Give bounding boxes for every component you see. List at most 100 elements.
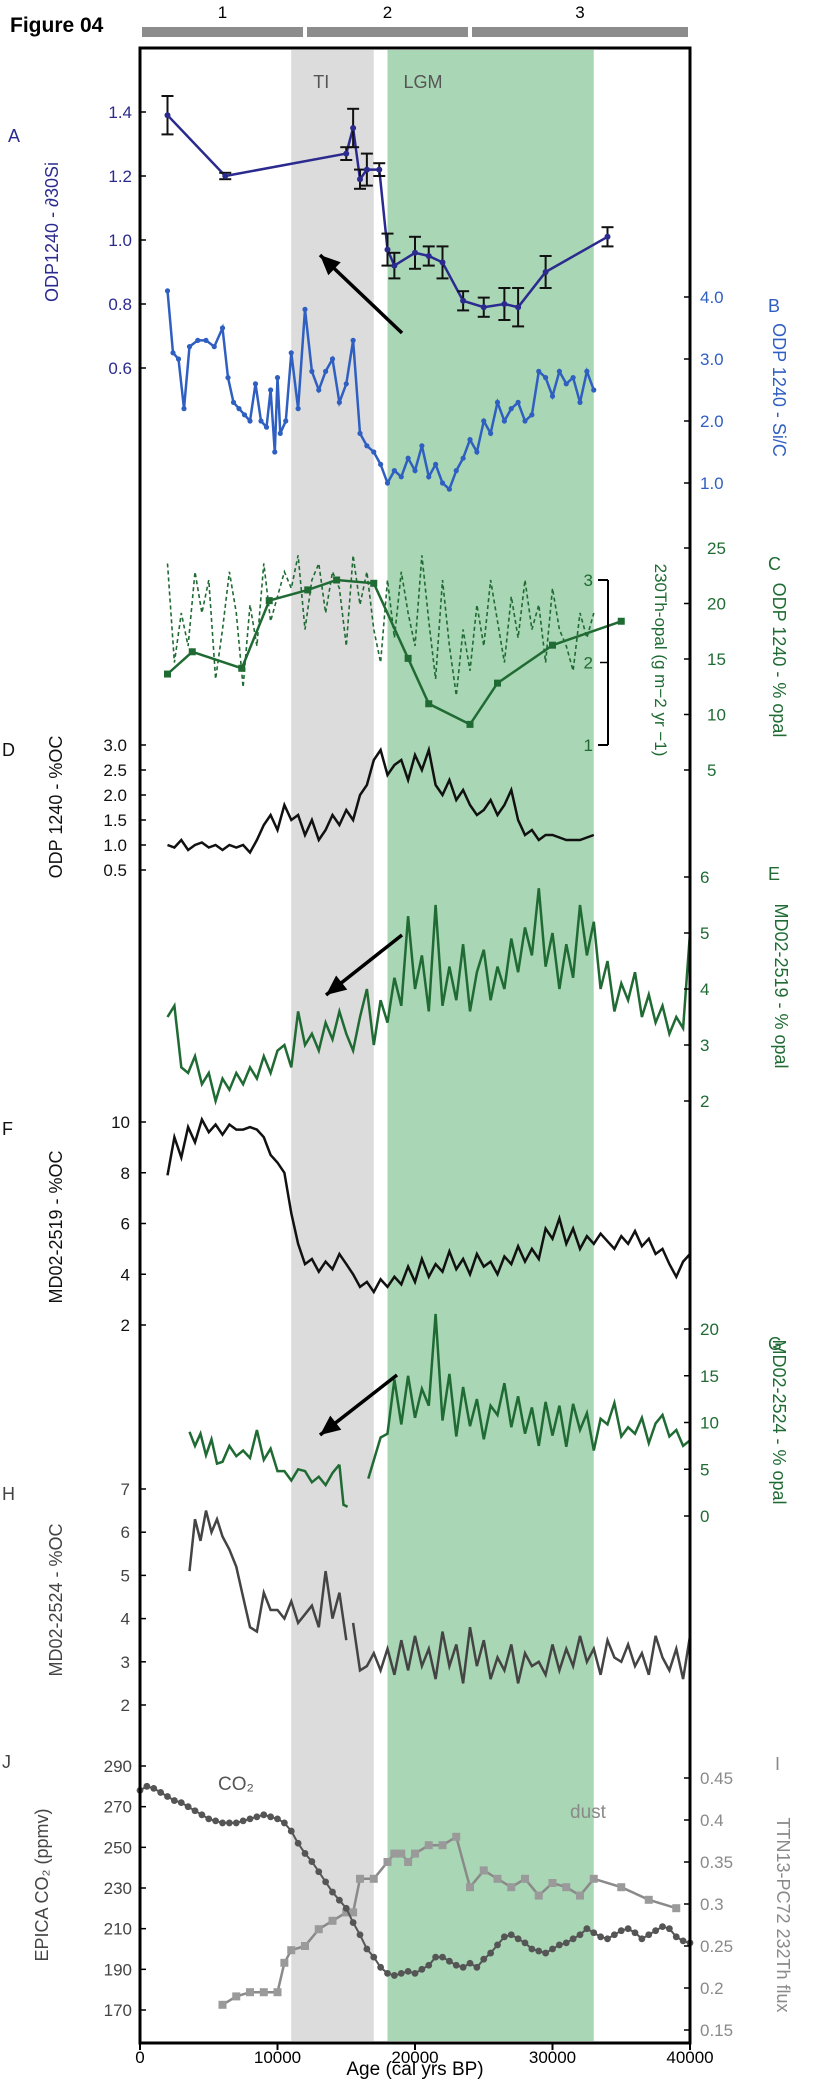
y-tick-label-B-3.0: 3.0: [700, 350, 724, 369]
data-point-co2-38: [397, 1970, 405, 1977]
y-tick-label-J-right-0.45: 0.45: [700, 1769, 733, 1788]
data-point-B-53: [501, 418, 507, 424]
data-point-co2-13: [225, 1819, 233, 1827]
y-tick-label-H-2: 2: [121, 1696, 130, 1715]
data-point-co2-54: [507, 1931, 515, 1939]
data-point-co2-11: [212, 1817, 220, 1825]
data-point-B-43: [433, 461, 439, 467]
annotation-dust: dust: [570, 1802, 607, 1823]
data-point-B-49: [474, 449, 480, 455]
data-point-dust-19: [424, 1841, 433, 1850]
data-point-B-38: [398, 474, 404, 480]
data-point-co2-16: [246, 1815, 254, 1823]
data-point-C-1: [188, 648, 196, 656]
data-point-co2-68: [604, 1935, 611, 1943]
y-tick-label-G-10: 10: [700, 1414, 719, 1433]
data-point-co2-58: [535, 1947, 543, 1955]
y-tick-label-G-20: 20: [700, 1320, 719, 1339]
data-point-A-9: [412, 249, 418, 256]
y-tick-label-B-4.0: 4.0: [700, 288, 724, 307]
x-tick-label-10000: 10000: [254, 2048, 301, 2067]
data-point-dust-7: [301, 1942, 309, 1950]
data-point-co2-2: [150, 1784, 158, 1792]
y-tick-label-B-2.0: 2.0: [700, 412, 724, 431]
y-tick-label-F-2: 2: [121, 1316, 130, 1335]
data-point-co2-77: [665, 1925, 673, 1933]
data-point-dust-13: [369, 1874, 378, 1883]
data-point-co2-27: [322, 1878, 330, 1886]
chart-marks: [136, 95, 694, 2009]
data-point-co2-72: [631, 1929, 639, 1937]
y-tick-label-H-5: 5: [121, 1566, 130, 1585]
y-tick-label-C-inner-3: 3: [584, 571, 593, 590]
panel-letter-G: G: [768, 1334, 782, 1354]
data-point-co2-66: [590, 1929, 598, 1937]
data-point-C-3: [265, 597, 273, 605]
data-point-co2-35: [377, 1963, 385, 1971]
data-point-B-39: [405, 455, 411, 461]
data-point-C-12: [617, 617, 625, 625]
y-tick-label-J-right-0.4: 0.4: [700, 1811, 724, 1830]
series-line-D: [167, 745, 595, 855]
data-point-dust-30: [576, 1891, 584, 1900]
data-point-dust-1: [232, 1992, 241, 2001]
data-point-B-55: [515, 399, 521, 405]
y-tick-label-F-6: 6: [121, 1215, 130, 1234]
panel-letter-J-right: I: [775, 1754, 780, 1774]
data-point-co2-62: [562, 1939, 570, 1947]
band-label-lgm: LGM: [404, 72, 443, 92]
data-point-B-54: [508, 406, 514, 412]
data-point-co2-4: [164, 1793, 171, 1800]
y-tick-label-D-2.0: 2.0: [103, 786, 127, 805]
y-tick-label-C-inner-1: 1: [584, 736, 593, 755]
data-point-A-7: [384, 246, 391, 253]
data-point-B-59: [543, 375, 549, 381]
data-point-co2-17: [253, 1813, 261, 1821]
data-point-dust-18: [411, 1849, 419, 1858]
y-tick-label-J-250: 250: [104, 1838, 132, 1857]
data-point-B-2: [175, 356, 182, 362]
data-point-A-15: [515, 304, 522, 311]
y-tick-label-J-290: 290: [104, 1757, 132, 1776]
data-point-dust-24: [493, 1874, 502, 1883]
data-point-C-10: [494, 679, 501, 687]
panel-letter-H: H: [2, 1484, 15, 1504]
data-point-co2-28: [329, 1888, 336, 1896]
data-point-B-12: [241, 412, 248, 418]
data-point-co2-51: [487, 1949, 495, 1957]
data-point-B-28: [329, 356, 336, 362]
data-point-B-32: [357, 430, 363, 436]
data-point-co2-44: [439, 1953, 446, 1961]
y-axis-label-C: ODP 1240 - % opal: [769, 583, 789, 738]
data-point-A-6: [376, 166, 383, 173]
data-point-co2-33: [363, 1945, 371, 1953]
data-point-co2-71: [624, 1925, 632, 1933]
data-point-B-0: [164, 288, 171, 294]
data-point-dust-11: [349, 1908, 358, 1917]
y-tick-label-B-1.0: 1.0: [700, 474, 724, 493]
data-point-dust-14: [383, 1858, 392, 1866]
data-point-dust-6: [287, 1946, 296, 1955]
data-point-co2-20: [274, 1815, 281, 1823]
data-point-B-16: [263, 424, 270, 430]
labels: 1 2 3 TI LGM 0 10000 20000 30000 40000 0.6 0.8 1.0 1.…: [2, 3, 793, 2067]
data-point-co2-18: [260, 1811, 268, 1819]
trend-arrow-3-head: [320, 1415, 342, 1435]
y-tick-label-F-10: 10: [111, 1113, 130, 1132]
data-point-co2-40: [411, 1970, 419, 1977]
data-point-co2-45: [445, 1957, 453, 1965]
data-point-B-33: [364, 443, 370, 449]
data-point-B-56: [522, 418, 528, 424]
data-point-B-1: [170, 350, 176, 356]
data-point-co2-49: [473, 1963, 481, 1971]
period-bar-1: [142, 27, 303, 37]
data-point-B-14: [252, 381, 259, 387]
data-point-dust-26: [521, 1874, 529, 1883]
period-label-3: 3: [575, 3, 584, 22]
data-point-B-51: [488, 430, 494, 436]
y-tick-label-A-0.6: 0.6: [108, 359, 132, 378]
data-point-B-5: [195, 337, 201, 343]
y-tick-label-J-230: 230: [104, 1879, 132, 1898]
data-point-co2-75: [652, 1927, 660, 1935]
data-point-dust-33: [644, 1895, 653, 1904]
